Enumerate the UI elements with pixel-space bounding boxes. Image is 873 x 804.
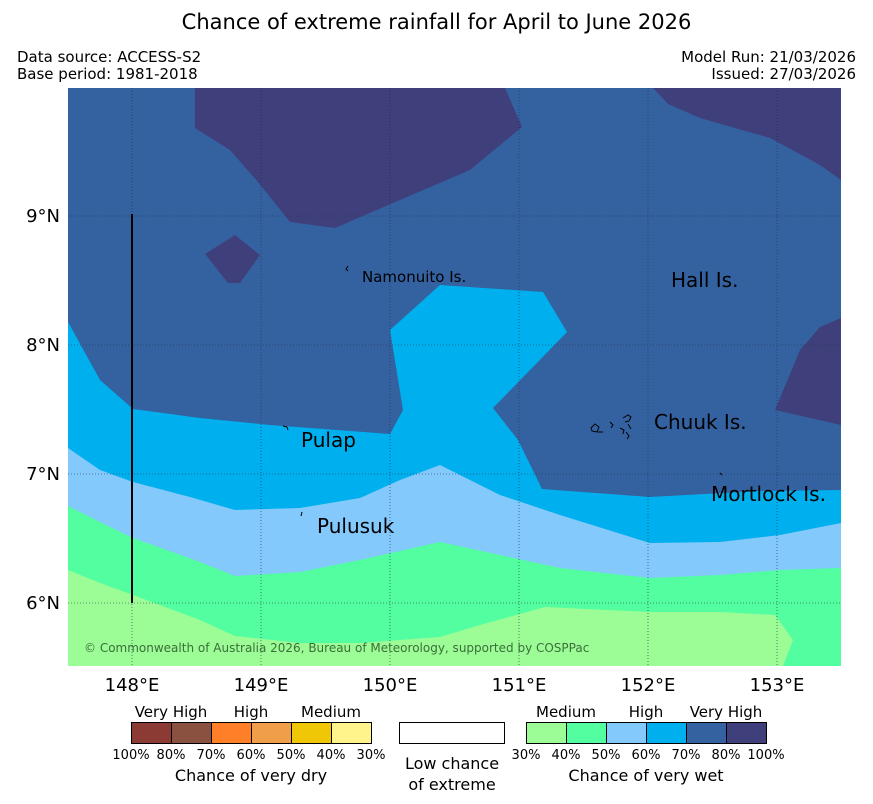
longitude-label: 148°E [105, 675, 160, 696]
wet-swatch [527, 723, 567, 743]
longitude-labels: 148°E 149°E 150°E 151°E 152°E 153°E [105, 675, 805, 696]
islands [282, 265, 723, 517]
wet-tick: 40% [551, 748, 581, 763]
dry-swatch [172, 723, 212, 743]
wet-tick: 60% [631, 748, 661, 763]
dry-tick: 40% [316, 748, 346, 763]
wet-swatch [567, 723, 607, 743]
latitude-labels: 9°N 8°N 7°N 6°N [26, 206, 60, 614]
dry-colorbar [131, 722, 372, 744]
very-high-top-region-small [205, 235, 260, 283]
dry-swatch [292, 723, 332, 743]
longitude-label: 149°E [234, 675, 289, 696]
low-caption-line2: of extreme [408, 775, 496, 794]
dry-cat-medium: Medium [301, 703, 361, 721]
dry-swatch [252, 723, 292, 743]
label-hall: Hall Is. [671, 268, 738, 292]
meta-right: Model Run: 21/03/2026 Issued: 27/03/2026 [681, 49, 856, 83]
dry-caption: Chance of very dry [174, 766, 328, 785]
dry-tick: 50% [276, 748, 306, 763]
dry-tick: 30% [356, 748, 386, 763]
latitude-label: 7°N [26, 464, 60, 485]
label-mortlock: Mortlock Is. [711, 482, 826, 506]
wet-tick: 70% [671, 748, 701, 763]
low-caption-line1: Low chance [404, 754, 500, 773]
longitude-label: 151°E [492, 675, 547, 696]
longitude-label: 150°E [363, 675, 418, 696]
longitude-label: 152°E [621, 675, 676, 696]
rainfall-map[interactable]: Namonuito Is. Hall Is. Pulap Chuuk Is. M… [0, 0, 873, 700]
wet-tick: 80% [711, 748, 741, 763]
issued-date: Issued: 27/03/2026 [711, 65, 856, 83]
low-swatch [399, 722, 505, 744]
very-high-top-region-ne [653, 88, 841, 180]
contour-layer [68, 88, 841, 666]
dry-tick: 100% [112, 748, 150, 763]
wet-tick: 100% [747, 748, 785, 763]
very-high-top-region-north [195, 88, 522, 228]
mortlock-island-outline [719, 472, 723, 476]
dry-tick: 80% [156, 748, 186, 763]
wet-cat-medium: Medium [536, 703, 596, 721]
dry-cat-high: High [233, 703, 269, 721]
wet-40-band [68, 570, 793, 666]
dry-tick: 70% [196, 748, 226, 763]
wet-cat-high: High [628, 703, 664, 721]
namonuito-island-outline [345, 265, 349, 272]
label-pulap: Pulap [301, 428, 356, 452]
latitude-label: 9°N [26, 206, 60, 227]
wet-tick: 50% [591, 748, 621, 763]
copyright: © Commonwealth of Australia 2026, Bureau… [84, 641, 589, 655]
model-run: Model Run: 21/03/2026 [681, 48, 856, 66]
longitude-label: 153°E [750, 675, 805, 696]
wet-cat-very-high: Very High [689, 703, 763, 721]
base-period: Base period: 1981-2018 [17, 65, 198, 83]
label-chuuk: Chuuk Is. [654, 410, 747, 434]
wet-swatch [607, 723, 647, 743]
label-namonuito: Namonuito Is. [362, 268, 466, 286]
map-title: Chance of extreme rainfall for April to … [181, 10, 692, 34]
dry-tick: 60% [236, 748, 266, 763]
chuuk-lagoon-outline [590, 414, 632, 440]
latitude-label: 6°N [26, 593, 60, 614]
wet-swatch [647, 723, 687, 743]
wet-swatch [727, 723, 766, 743]
wet-tick: 30% [511, 748, 541, 763]
pulusuk-island-outline [300, 511, 303, 517]
dry-swatch [212, 723, 252, 743]
wet-caption: Chance of very wet [568, 766, 724, 785]
label-pulusuk: Pulusuk [317, 514, 395, 538]
dry-swatch [332, 723, 371, 743]
low-caption: Low chance of extreme [405, 753, 499, 795]
data-source: Data source: ACCESS-S2 [17, 48, 202, 66]
wet-swatch [687, 723, 727, 743]
dry-swatch [132, 723, 172, 743]
latitude-label: 8°N [26, 335, 60, 356]
dry-cat-very-high: Very High [134, 703, 208, 721]
meta-left: Data source: ACCESS-S2 Base period: 1981… [17, 49, 201, 83]
pulap-island-outline [282, 425, 289, 431]
wet-colorbar [526, 722, 767, 744]
